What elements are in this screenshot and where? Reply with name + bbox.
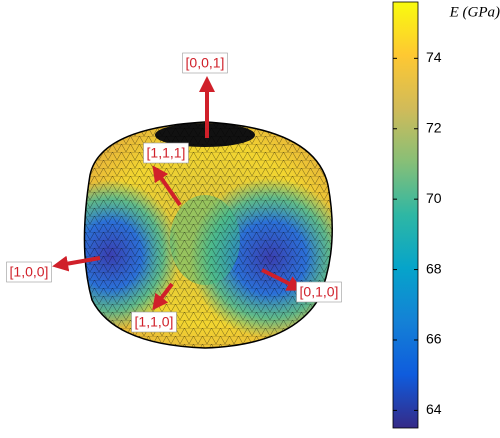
tick-label: 68 [426,260,442,276]
tick-label: 72 [426,119,442,135]
colorbar-ticks: 64 66 68 70 72 74 [393,49,442,417]
tick-label: 64 [426,401,442,417]
tick-label: 70 [426,190,442,206]
surface [83,121,333,349]
annotation: [0,1,0] [300,284,339,300]
tick-label: 66 [426,331,442,347]
colorbar-label: E (GPa) [449,4,500,20]
tick-label: 74 [426,49,442,65]
annotation-box [131,311,177,333]
annotation-box [182,52,228,74]
annotation: [1,0,0] [10,264,49,280]
colorbar [392,1,419,429]
annotation: [0,0,1] [186,55,225,71]
annotation-box [6,261,52,283]
annotation-box [296,281,342,303]
annotation-box [143,142,189,164]
annotation: [1,1,1] [147,145,186,161]
annotation: [1,1,0] [135,314,174,330]
arrows [52,76,304,311]
annotations: [0,0,1] [1,1,1] [1,0,0] [1,1,0] [0,1,0] [6,52,342,333]
